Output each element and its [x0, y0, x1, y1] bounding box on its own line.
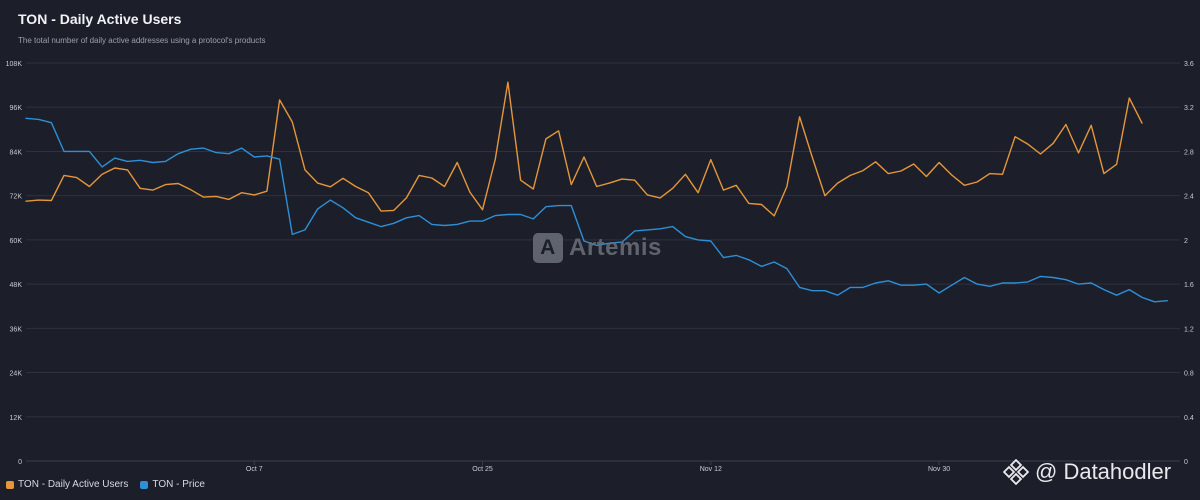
series-line-users	[25, 81, 1143, 217]
y-tick-left: 36K	[10, 326, 23, 333]
y-tick-left: 96K	[10, 105, 23, 112]
watermark-label: Artemis	[569, 234, 662, 261]
chart-subtitle: The total number of daily active address…	[18, 36, 266, 45]
y-tick-right: 3.2	[1184, 105, 1194, 112]
y-tick-right: 1.6	[1184, 282, 1194, 289]
legend-label-price: TON - Price	[152, 479, 205, 490]
y-tick-right: 2.4	[1184, 194, 1194, 201]
y-tick-left: 60K	[10, 238, 23, 245]
y-tick-right: 3.6	[1184, 61, 1194, 68]
y-tick-left: 0	[18, 459, 22, 466]
y-tick-right: 0	[1184, 459, 1188, 466]
x-tick-label: Oct 7	[246, 466, 263, 473]
y-tick-right: 0.4	[1184, 415, 1194, 422]
series-line-price	[25, 117, 1169, 303]
y-tick-left: 12K	[10, 415, 23, 422]
legend-swatch-price	[140, 480, 149, 489]
x-tick-label: Nov 30	[928, 466, 950, 473]
y-tick-right: 2	[1184, 238, 1188, 245]
y-tick-right: 2.8	[1184, 149, 1194, 156]
y-tick-left: 72K	[10, 194, 23, 201]
legend-swatch-users	[6, 480, 14, 489]
legend-item-users[interactable]: TON - Daily Active Users	[6, 479, 128, 490]
legend-item-price[interactable]: TON - Price	[140, 479, 205, 490]
x-tick-label: Nov 12	[700, 466, 722, 473]
artemis-logo-icon: A	[533, 233, 563, 263]
x-tick-label: Oct 25	[472, 466, 493, 473]
y-tick-right: 0.8	[1184, 371, 1194, 378]
credit-badge: @ Datahodler	[1003, 459, 1171, 485]
y-tick-left: 24K	[10, 371, 23, 378]
chart-title: TON - Daily Active Users	[18, 11, 182, 27]
chart-legend: TON - Daily Active Users TON - Price	[6, 479, 205, 490]
binance-diamond-icon	[1003, 459, 1029, 485]
y-tick-right: 1.2	[1184, 326, 1194, 333]
y-tick-left: 108K	[6, 61, 23, 68]
credit-label: @ Datahodler	[1035, 459, 1172, 484]
artemis-watermark: A Artemis	[533, 233, 662, 263]
y-tick-left: 84K	[10, 149, 23, 156]
legend-label-users: TON - Daily Active Users	[18, 479, 129, 490]
y-tick-left: 48K	[10, 282, 23, 289]
